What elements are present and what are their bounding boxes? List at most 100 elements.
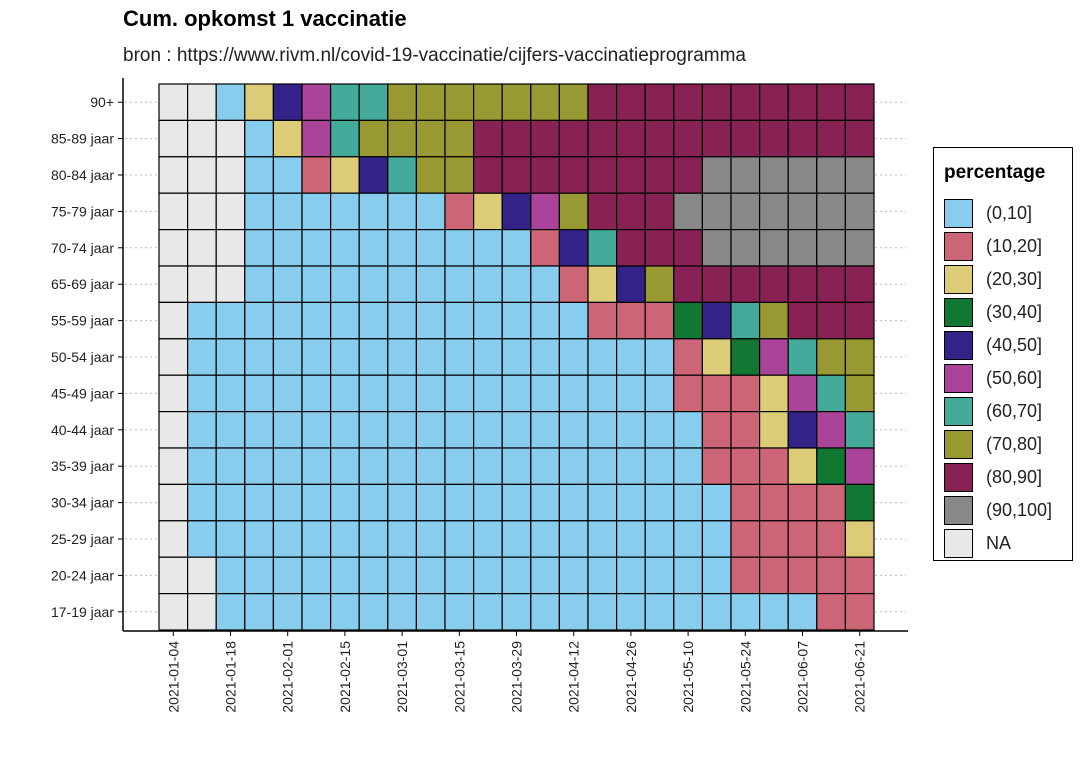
heatmap-cell [415, 483, 446, 522]
heatmap-cell [787, 192, 818, 231]
heatmap-cell [701, 411, 732, 449]
heatmap-cell [244, 265, 275, 304]
heatmap-cell [415, 192, 446, 231]
heatmap-cell [444, 301, 475, 340]
heatmap-cell [615, 301, 646, 340]
heatmap-cell [644, 156, 675, 194]
heatmap-cell [501, 556, 532, 595]
legend-label: (0,10] [986, 203, 1033, 223]
heatmap-cell [158, 483, 189, 522]
y-tick-label: 40-44 jaar [51, 422, 114, 438]
heatmap-cell [501, 119, 532, 158]
heatmap-cell [615, 119, 646, 158]
heatmap-cell [758, 374, 789, 413]
heatmap-cell [758, 156, 789, 194]
heatmap-cell [730, 301, 761, 340]
heatmap-cell [587, 338, 618, 376]
x-tick-label: 2021-01-18 [223, 641, 239, 713]
heatmap-cell [701, 192, 732, 231]
heatmap-cell [301, 229, 332, 267]
heatmap-cell [473, 119, 503, 158]
heatmap-cell [244, 192, 275, 231]
heatmap-cell [730, 520, 761, 558]
heatmap-cell [158, 192, 189, 231]
legend-item: (20,30] [944, 264, 1072, 296]
heatmap-cell [787, 265, 818, 304]
heatmap-cell [501, 411, 532, 449]
heatmap-cell [844, 301, 875, 340]
heatmap-cell [473, 83, 503, 122]
heatmap-cell [673, 556, 703, 595]
heatmap-cell [330, 83, 360, 122]
heatmap-cell [272, 447, 303, 486]
heatmap-cell [673, 192, 703, 231]
heatmap-cell [301, 338, 332, 376]
heatmap-cell [501, 192, 532, 231]
legend: percentage (0,10] (10,20] (20,30] (30,40] (4… [933, 147, 1073, 561]
heatmap-cell [330, 520, 360, 558]
x-tick-label: 2021-05-24 [737, 641, 753, 713]
heatmap-cell [187, 265, 217, 304]
heatmap-cell [844, 119, 875, 158]
heatmap-cell [530, 592, 560, 631]
heatmap-cell [473, 592, 503, 631]
heatmap-cell [473, 447, 503, 486]
heatmap-cell [272, 119, 303, 158]
heatmap-cell [158, 411, 189, 449]
heatmap-cell [272, 592, 303, 631]
heatmap-cell [387, 265, 417, 304]
heatmap-cell [844, 411, 875, 449]
heatmap-cell [473, 338, 503, 376]
y-tick-label: 55-59 jaar [51, 313, 114, 329]
heatmap-cell [215, 156, 246, 194]
heatmap-cell [301, 447, 332, 486]
heatmap-cell [158, 447, 189, 486]
x-tick-label: 2021-03-15 [451, 641, 467, 713]
heatmap-cell [558, 411, 589, 449]
heatmap-cell [730, 229, 761, 267]
heatmap-cell [215, 229, 246, 267]
heatmap-cell [444, 483, 475, 522]
heatmap-cell [816, 447, 846, 486]
heatmap-cell [244, 520, 275, 558]
heatmap-cell [358, 483, 389, 522]
heatmap-cell [730, 592, 761, 631]
heatmap-cell [816, 556, 846, 595]
heatmap-cell [358, 119, 389, 158]
heatmap-cell [530, 556, 560, 595]
chart-title: Cum. opkomst 1 vaccinatie [123, 6, 407, 31]
heatmap-cell [358, 301, 389, 340]
heatmap-cell [187, 447, 217, 486]
heatmap-cell [330, 447, 360, 486]
heatmap-cell [673, 338, 703, 376]
heatmap-cell [444, 556, 475, 595]
legend-swatch [944, 529, 973, 558]
heatmap-cell [673, 374, 703, 413]
heatmap-cell [615, 374, 646, 413]
heatmap-cell [501, 229, 532, 267]
heatmap-cell [844, 447, 875, 486]
heatmap-cell [787, 592, 818, 631]
heatmap-cell [730, 338, 761, 376]
heatmap-cell [530, 338, 560, 376]
heatmap-cell [387, 156, 417, 194]
heatmap-cell [272, 556, 303, 595]
heatmap-cell [358, 556, 389, 595]
heatmap-cell [844, 483, 875, 522]
heatmap-cell [701, 592, 732, 631]
heatmap-cell [673, 301, 703, 340]
legend-title: percentage [944, 162, 1046, 183]
heatmap-cell [158, 229, 189, 267]
heatmap-cell [644, 592, 675, 631]
heatmap-cell [387, 483, 417, 522]
heatmap-cell [158, 592, 189, 631]
heatmap-cell [787, 229, 818, 267]
heatmap-cell [215, 520, 246, 558]
heatmap-cell [730, 447, 761, 486]
heatmap-cell [244, 229, 275, 267]
heatmap-cell [501, 301, 532, 340]
x-tick-label: 2021-01-04 [165, 641, 181, 713]
heatmap-cell [272, 229, 303, 267]
heatmap-cell [673, 411, 703, 449]
